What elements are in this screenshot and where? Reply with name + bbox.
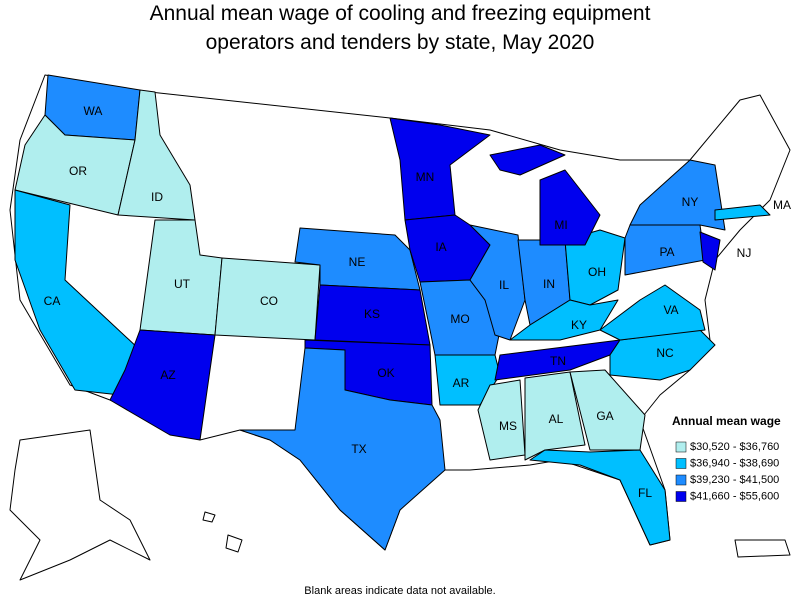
states bbox=[14, 74, 771, 551]
legend: Annual mean wage $30,520 - $36,760 $36,94… bbox=[672, 414, 781, 502]
state bbox=[509, 299, 619, 341]
alaska bbox=[9, 429, 151, 581]
state-label: IA bbox=[435, 240, 446, 254]
state bbox=[489, 144, 566, 176]
state bbox=[529, 449, 671, 546]
state-label: NY bbox=[682, 195, 699, 209]
title: Annual mean wage of cooling and freezing… bbox=[150, 2, 651, 25]
state bbox=[239, 347, 446, 551]
hawaii bbox=[202, 511, 216, 523]
state bbox=[477, 379, 526, 461]
state-label: NJ bbox=[737, 246, 752, 260]
legend-label: $39,230 - $41,500 bbox=[690, 474, 779, 486]
state-label: OK bbox=[377, 366, 394, 380]
state bbox=[389, 117, 491, 221]
state-label: VA bbox=[663, 303, 678, 317]
legend-swatch bbox=[675, 474, 687, 486]
state-label: PA bbox=[659, 245, 674, 259]
state-label: UT bbox=[174, 277, 191, 291]
state-labels: WA OR CA ID UT CO AZ NE KS OK TX MN IA M… bbox=[44, 104, 791, 500]
puerto-rico bbox=[734, 539, 791, 558]
state-label: KY bbox=[571, 318, 587, 332]
state-label: AR bbox=[453, 376, 470, 390]
state-label: TN bbox=[550, 354, 566, 368]
legend-swatch bbox=[675, 441, 687, 453]
state-label: TX bbox=[351, 442, 366, 456]
hawaii bbox=[225, 534, 243, 553]
legend-swatch bbox=[675, 491, 687, 502]
state-label: MO bbox=[450, 312, 469, 326]
state-label: CO bbox=[260, 294, 278, 308]
state-label: ID bbox=[151, 190, 163, 204]
legend-label: $30,520 - $36,760 bbox=[690, 441, 779, 453]
state bbox=[494, 339, 621, 381]
state bbox=[524, 371, 586, 461]
state-label: AZ bbox=[160, 368, 175, 382]
state-label: FL bbox=[638, 486, 652, 500]
state bbox=[117, 89, 196, 221]
state-label: AL bbox=[549, 412, 564, 426]
state-label: MS bbox=[499, 419, 517, 433]
state bbox=[599, 284, 706, 341]
footnote: Blank areas indicate data not available. bbox=[304, 585, 495, 597]
state-label: NC bbox=[656, 346, 674, 360]
state-label: WA bbox=[84, 104, 103, 118]
state bbox=[539, 169, 601, 246]
state-label: MN bbox=[416, 170, 435, 184]
state-label: GA bbox=[596, 409, 613, 423]
state bbox=[569, 369, 646, 451]
title: operators and tenders by state, May 2020 bbox=[206, 31, 595, 54]
state-label: IN bbox=[543, 277, 555, 291]
state bbox=[109, 329, 216, 441]
state-label: KS bbox=[364, 307, 380, 321]
state-label: CA bbox=[44, 294, 61, 308]
state-label: MI bbox=[554, 218, 567, 232]
state-label: NE bbox=[349, 255, 366, 269]
legend-label: $36,940 - $38,690 bbox=[690, 457, 779, 469]
state bbox=[714, 204, 771, 221]
legend-title: Annual mean wage bbox=[672, 414, 781, 428]
state-label: OH bbox=[588, 265, 606, 279]
state bbox=[699, 231, 721, 271]
state-label: OR bbox=[69, 164, 87, 178]
state-label: MA bbox=[773, 198, 791, 212]
legend-swatch bbox=[675, 458, 687, 469]
legend-label: $41,660 - $55,600 bbox=[690, 490, 779, 502]
state-label: IL bbox=[499, 278, 509, 292]
